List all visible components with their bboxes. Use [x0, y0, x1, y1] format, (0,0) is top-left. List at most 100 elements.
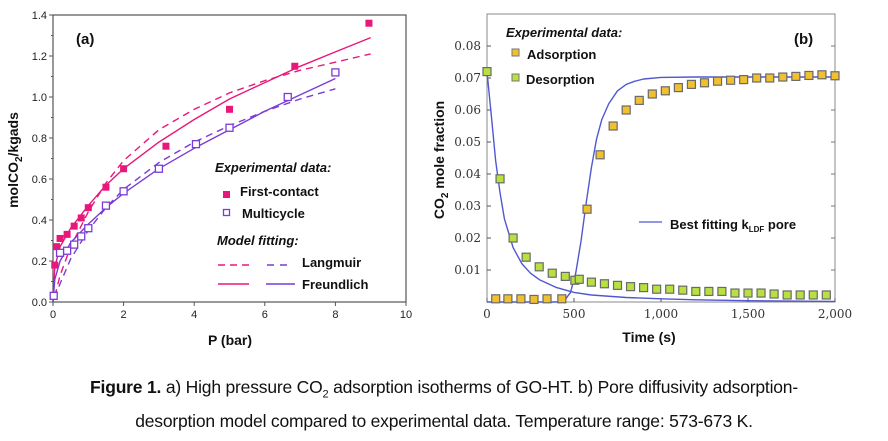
y-tick-label: 1.4	[32, 10, 47, 22]
y-tick-label: 0.07	[454, 71, 481, 85]
point-adsorption	[752, 73, 762, 83]
legend-label-first-contact: First-contact	[240, 184, 319, 199]
x-tick-label: 1,000	[644, 307, 678, 321]
legend-b-experimental-title: Experimental data:	[506, 25, 622, 40]
point-adsorption	[765, 73, 775, 83]
legend-label-best-fit: Best fitting kLDF pore	[670, 217, 796, 234]
legend-b: Experimental data: Adsorption Desorption…	[506, 25, 796, 234]
point-desorption	[808, 290, 818, 300]
x-tick-label: 2	[121, 309, 127, 321]
point-desorption	[625, 282, 636, 292]
point-first-contact	[226, 105, 233, 113]
x-tick-label: 2,000	[818, 307, 852, 321]
point-adsorption	[673, 82, 684, 93]
axis-ticks-a: 0 2 4 6 8 10 0.0 0.2 0.4 0.6 0.8 1.0 1.2 1.4	[32, 10, 412, 321]
point-adsorption	[595, 150, 605, 160]
point-adsorption	[725, 75, 736, 85]
point-desorption	[821, 290, 831, 300]
point-multicycle	[191, 139, 201, 149]
point-desorption	[521, 252, 531, 262]
caption-line-2: desorption model compared to experimenta…	[135, 410, 753, 431]
point-first-contact	[63, 230, 71, 238]
y-axis-label-a: molCO2/kgads	[5, 112, 25, 208]
y-tick-label: 0.01	[454, 263, 481, 277]
y-tick-label: 0.0	[32, 297, 47, 309]
point-adsorption	[557, 294, 567, 304]
chart-b: 0 500 1,000 1,500 2,000 0.01 0.02 0.03 0.04 0.05 0…	[431, 13, 852, 345]
point-adsorption	[529, 294, 539, 305]
point-adsorption	[660, 86, 670, 96]
point-multicycle	[119, 187, 128, 196]
figure: 0 2 4 6 8 10 0.0 0.2 0.4 0.6 0.8 1.0 1.2 1.4 (a) P (b…	[5, 10, 852, 348]
point-desorption	[691, 286, 701, 297]
point-adsorption	[699, 78, 710, 88]
point-first-contact	[365, 19, 373, 27]
point-adsorption	[516, 294, 526, 304]
point-desorption	[612, 280, 623, 290]
point-adsorption	[739, 74, 749, 85]
point-desorption	[769, 289, 779, 299]
y-tick-label: 1.2	[32, 51, 47, 63]
legend-marker-multicycle	[222, 208, 231, 217]
x-tick-label: 0	[50, 309, 56, 321]
point-desorption	[574, 274, 584, 284]
x-tick-label: 10	[400, 309, 412, 321]
point-multicycle	[49, 291, 58, 301]
point-desorption	[756, 288, 766, 298]
point-multicycle	[77, 232, 86, 241]
legend-label-desorption: Desorption	[526, 72, 595, 87]
legend-label-langmuir: Langmuir	[302, 255, 361, 270]
y-tick-label: 0.02	[454, 231, 481, 245]
point-first-contact	[84, 204, 92, 212]
point-multicycle	[70, 240, 79, 249]
point-desorption	[508, 233, 518, 243]
point-first-contact	[120, 165, 128, 173]
point-desorption	[495, 174, 505, 184]
point-desorption	[704, 286, 714, 297]
legend-a-experimental-title: Experimental data:	[215, 160, 331, 175]
x-tick-label: 8	[332, 309, 338, 321]
y-tick-label: 0.08	[454, 39, 481, 53]
legend-label-adsorption: Adsorption	[527, 47, 596, 62]
caption-label: Figure 1.	[90, 377, 162, 397]
series-line-best-fitting-kldf-pore-adsorption	[487, 76, 835, 303]
series-points-b	[482, 66, 840, 305]
point-desorption	[782, 290, 792, 300]
point-adsorption	[817, 70, 827, 80]
point-adsorption	[542, 294, 552, 304]
point-multicycle	[101, 201, 111, 210]
legend-label-multicycle: Multicycle	[242, 206, 305, 221]
panel-label-b: (b)	[794, 31, 813, 48]
point-adsorption	[686, 79, 697, 90]
point-desorption	[730, 288, 740, 298]
legend-marker-adsorption	[511, 48, 520, 57]
point-desorption	[560, 271, 570, 281]
legend-marker-desorption	[511, 73, 520, 82]
y-tick-label: 0.06	[454, 103, 481, 117]
point-desorption	[795, 290, 805, 300]
x-tick-label: 6	[262, 309, 268, 321]
x-tick-label: 500	[563, 307, 586, 321]
panel-label-a: (a)	[76, 31, 94, 48]
point-adsorption	[791, 71, 801, 82]
chart-a: 0 2 4 6 8 10 0.0 0.2 0.4 0.6 0.8 1.0 1.2 1.4 (a) P (b…	[5, 10, 412, 348]
y-tick-label: 0.8	[32, 133, 47, 145]
point-multicycle	[154, 164, 164, 173]
axis-ticks-b: 0 500 1,000 1,500 2,000 0.01 0.02 0.03 0.04 0.05 0…	[454, 39, 852, 321]
point-desorption	[678, 285, 688, 295]
point-adsorption	[582, 204, 592, 214]
series-line-langmuir-multicycle	[54, 88, 336, 299]
series-points-a	[49, 19, 373, 301]
point-desorption	[534, 262, 544, 272]
y-tick-label: 0.4	[32, 215, 47, 227]
x-axis-label-a: P (bar)	[208, 332, 252, 348]
point-first-contact	[51, 261, 59, 269]
point-multicycle	[55, 248, 65, 257]
point-multicycle	[225, 123, 234, 132]
point-multicycle	[331, 68, 340, 77]
y-tick-label: 0.03	[454, 199, 481, 213]
legend-label-freundlich: Freundlich	[302, 277, 369, 292]
point-adsorption	[778, 72, 788, 82]
y-tick-label: 0.05	[454, 135, 481, 149]
point-first-contact	[102, 183, 110, 191]
